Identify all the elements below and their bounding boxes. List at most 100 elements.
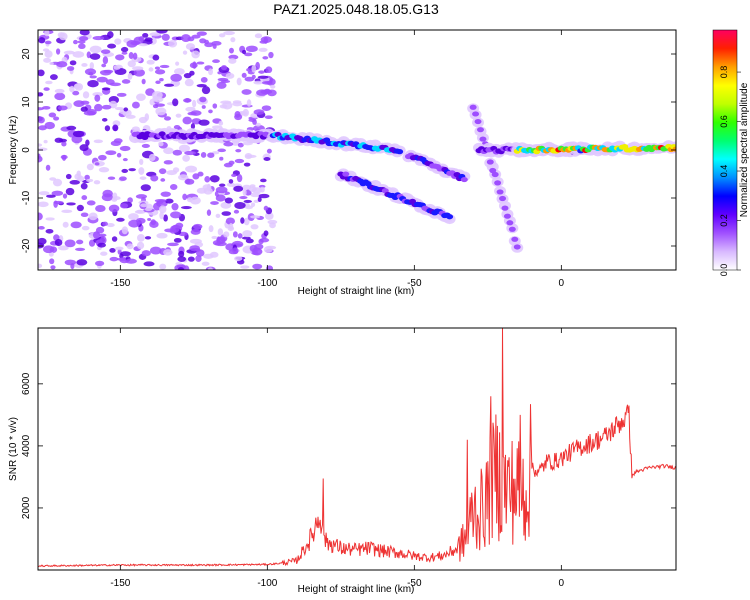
spectral-blob bbox=[506, 220, 514, 226]
spectral-blob bbox=[86, 178, 94, 183]
spectral-blob bbox=[100, 49, 111, 54]
spectral-blob bbox=[266, 265, 273, 270]
spectral-blob bbox=[104, 125, 111, 132]
spectral-blob bbox=[149, 98, 155, 106]
spectral-blob bbox=[184, 178, 195, 185]
spectral-blob bbox=[92, 36, 105, 41]
spectral-blob bbox=[196, 31, 207, 36]
spectral-blob bbox=[258, 70, 265, 74]
spectral-blob bbox=[263, 205, 269, 211]
spectral-blob bbox=[70, 221, 82, 229]
spectral-blob bbox=[185, 43, 196, 50]
y-tick-label: 0 bbox=[21, 147, 32, 153]
colorbar-tick-label: 0.4 bbox=[719, 165, 729, 178]
spectral-blob bbox=[190, 228, 201, 235]
spectral-blob bbox=[218, 33, 226, 38]
spectral-blob bbox=[211, 125, 223, 129]
spectral-blob bbox=[136, 241, 145, 250]
spectral-blob bbox=[85, 139, 90, 147]
bottom-x-axis-label: Height of straight line (km) bbox=[298, 584, 415, 595]
spectral-blob bbox=[140, 203, 149, 208]
spectral-blob bbox=[189, 245, 201, 252]
spectral-blob bbox=[102, 117, 108, 122]
spectral-blob bbox=[235, 148, 242, 153]
spectral-blob bbox=[234, 256, 243, 262]
spectral-blob bbox=[72, 130, 85, 138]
spectral-blob bbox=[46, 194, 56, 198]
spectral-blob bbox=[119, 176, 127, 181]
spectral-blob bbox=[38, 191, 50, 196]
spectral-blob bbox=[228, 179, 234, 184]
spectral-blob bbox=[164, 228, 175, 233]
spectral-blob bbox=[237, 142, 244, 148]
spectral-blob bbox=[167, 242, 179, 247]
spectral-blob bbox=[261, 80, 273, 85]
colorbar-label: Normalized spectral amplitude bbox=[739, 82, 750, 217]
spectral-blob bbox=[158, 141, 164, 147]
chart-title: PAZ1.2025.048.18.05.G13 bbox=[273, 1, 439, 17]
spectral-blob bbox=[243, 217, 250, 226]
spectral-blob bbox=[56, 61, 68, 68]
spectral-blob bbox=[257, 196, 262, 203]
spectral-blob bbox=[121, 168, 129, 174]
spectral-blob bbox=[63, 50, 75, 55]
spectral-blob bbox=[195, 255, 202, 262]
spectral-blob bbox=[81, 225, 90, 231]
spectral-blob bbox=[163, 116, 172, 121]
spectral-blob bbox=[72, 90, 80, 96]
spectral-blob bbox=[223, 231, 230, 238]
spectral-blob bbox=[75, 247, 86, 252]
spectral-blob bbox=[76, 259, 88, 266]
spectral-blob bbox=[43, 57, 52, 63]
colorbar-tick-label: 0.2 bbox=[719, 214, 729, 227]
spectral-blob bbox=[264, 212, 274, 220]
spectral-blob bbox=[160, 191, 171, 197]
spectral-blob bbox=[486, 159, 494, 165]
spectral-blob bbox=[224, 197, 233, 204]
spectral-blob bbox=[221, 79, 231, 83]
spectral-blob bbox=[163, 147, 174, 155]
spectral-blob bbox=[109, 82, 122, 87]
spectral-blob bbox=[210, 201, 219, 205]
spectral-blob bbox=[270, 84, 276, 89]
spectral-blob bbox=[263, 246, 273, 253]
spectral-blob bbox=[211, 235, 218, 240]
spectral-blob bbox=[71, 135, 83, 144]
spectral-blob bbox=[177, 256, 187, 263]
spectral-blob bbox=[177, 174, 189, 181]
spectral-blob bbox=[49, 258, 55, 265]
spectral-blob bbox=[42, 48, 50, 52]
spectral-blob bbox=[81, 63, 88, 67]
spectral-track bbox=[267, 129, 406, 158]
spectral-blob bbox=[244, 76, 255, 82]
spectral-blob bbox=[201, 86, 211, 95]
spectral-blob bbox=[255, 61, 260, 70]
spectral-blob bbox=[269, 222, 276, 229]
y-tick-label: 4000 bbox=[21, 434, 32, 457]
spectral-blob bbox=[241, 89, 252, 95]
colorbar-tick-label: 0.0 bbox=[719, 264, 729, 277]
spectral-blob bbox=[116, 152, 122, 158]
spectral-blob bbox=[182, 116, 192, 125]
spectral-blob bbox=[62, 221, 69, 228]
spectral-blob bbox=[120, 46, 129, 53]
spectral-blob bbox=[252, 119, 257, 125]
spectral-blob bbox=[120, 203, 129, 209]
spectral-blob bbox=[234, 110, 241, 118]
spectral-blob bbox=[115, 246, 124, 251]
spectral-blob bbox=[209, 175, 220, 183]
y-tick-label: -20 bbox=[21, 238, 32, 253]
spectral-blob bbox=[154, 69, 166, 75]
spectral-blob bbox=[128, 52, 134, 59]
y-tick-label: 20 bbox=[21, 48, 32, 60]
spectral-blob bbox=[101, 104, 112, 110]
spectral-blob bbox=[201, 261, 210, 266]
spectral-blob bbox=[45, 228, 54, 234]
spectral-blob bbox=[184, 78, 194, 87]
spectral-blob bbox=[38, 201, 49, 208]
spectral-blob bbox=[64, 239, 76, 248]
spectral-blob bbox=[131, 66, 144, 71]
spectral-blob bbox=[503, 213, 511, 219]
spectral-blob bbox=[72, 51, 85, 58]
